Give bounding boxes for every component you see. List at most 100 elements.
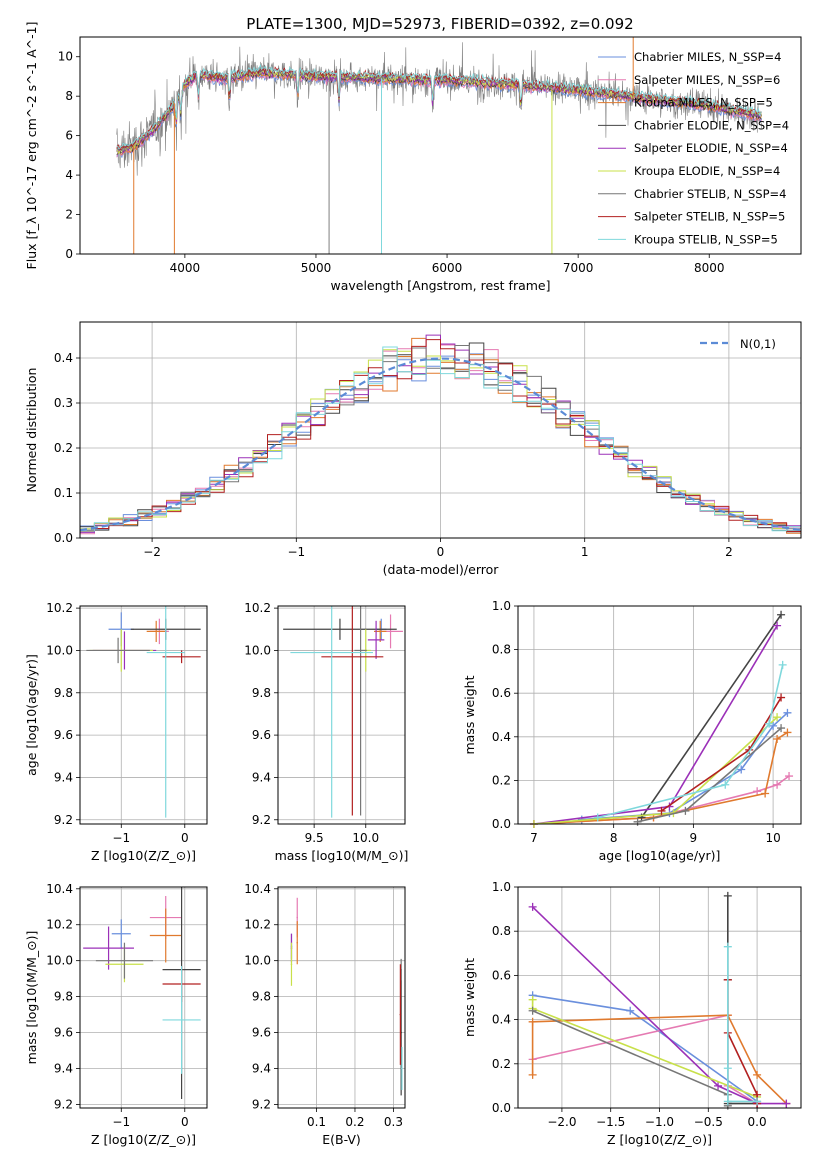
axes-frame (79, 36, 802, 255)
y-tick-label: 1.0 (492, 599, 511, 613)
y-tick-label: 9.2 (54, 1097, 73, 1111)
y-tick-label: 10.4 (244, 882, 271, 896)
axes-frame (79, 321, 802, 539)
x-tick-label: 4000 (170, 261, 201, 275)
y-axis-label: mass weight (462, 958, 477, 1037)
weight-line-kroupa-stelib (726, 946, 758, 1103)
y-tick-label: 0.4 (54, 351, 73, 365)
y-axis-label: mass [log10(M/M_⊙)] (24, 931, 39, 1065)
panel-age_vs_mass: 9.5 10.0 9.2 9.4 9.6 9.8 10.0 10.2 mass [log10(M… (244, 601, 408, 863)
y-tick-label: 0.6 (492, 686, 511, 700)
y-tick-label: 9.8 (252, 990, 271, 1004)
panel-mass_vs_ebv: 0.1 0.2 0.3 9.2 9.4 9.6 9.8 10.0 10.2 10.4 E(B-V) (244, 882, 406, 1147)
x-axis-label: E(B-V) (322, 1132, 361, 1147)
panel-spectrum: 4000 5000 6000 7000 8000 0 2 4 6 8 10 wavelength [A… (24, 22, 802, 293)
y-tick-label: 0.2 (492, 1057, 511, 1071)
y-tick-label: 0.0 (492, 1101, 511, 1115)
weight-point-marker (783, 708, 792, 717)
weight-point-marker (785, 772, 794, 781)
x-tick-label: 9.5 (305, 831, 324, 845)
y-tick-label: 9.2 (252, 813, 271, 827)
y-tick-label: 9.4 (54, 1061, 73, 1075)
weight-point-marker (593, 813, 602, 822)
x-tick-label: 8000 (694, 261, 725, 275)
y-tick-label: 0.2 (54, 441, 73, 455)
y-tick-label: 9.8 (252, 686, 271, 700)
weight-point-marker (773, 621, 782, 630)
y-tick-label: 2 (65, 208, 73, 222)
x-tick-label: 0.0 (748, 1115, 767, 1129)
x-tick-label: 2 (725, 545, 733, 559)
weight-point-marker (723, 1064, 732, 1073)
plot-area (278, 887, 405, 1108)
weight-point-marker (753, 1070, 762, 1079)
weight-point-marker (528, 1017, 537, 1026)
panel-massweight_vs_Z: −2.0 −1.5 −1.0 −0.5 0.0 0.0 0.2 0.4 0.6 0.8 1.0 Z [… (462, 880, 802, 1147)
weight-point-marker (773, 780, 782, 789)
y-tick-label: 9.6 (54, 1026, 73, 1040)
y-axis-label: age [log10(age/yr)] (24, 654, 39, 776)
axes-frame (79, 886, 208, 1109)
y-tick-label: 0.8 (492, 924, 511, 938)
y-tick-label: 0.4 (492, 1013, 511, 1027)
weight-point-marker (753, 1097, 762, 1106)
weight-line-kroupa-stelib (597, 664, 784, 819)
y-tick-label: 9.2 (54, 813, 73, 827)
normal-reference-curve (80, 357, 801, 532)
y-tick-label: 0.0 (54, 531, 73, 545)
panel-mass_vs_Z: −1 0 9.2 9.4 9.6 9.8 10.0 10.2 10.4 Z [log10(Z/Z_… (24, 882, 208, 1147)
figure-title: PLATE=1300, MJD=52973, FIBERID=0392, z=0… (246, 15, 633, 33)
axes-frame (277, 886, 406, 1109)
weight-point-marker (777, 610, 786, 619)
y-tick-label: 0.4 (492, 730, 511, 744)
x-tick-label: 7 (530, 831, 538, 845)
weight-point-marker (721, 780, 730, 789)
weight-point-marker (777, 724, 786, 733)
x-tick-label: 8 (610, 831, 618, 845)
y-tick-label: 10.2 (46, 601, 73, 615)
legend-label: Chabrier STELIB, N_SSP=4 (634, 187, 786, 201)
x-tick-label: 9 (690, 831, 698, 845)
y-tick-label: 6 (65, 129, 73, 143)
weight-point-marker (761, 789, 770, 798)
y-axis-label: mass weight (462, 675, 477, 754)
weight-point-marker (782, 1099, 791, 1108)
weight-point-marker (528, 1006, 537, 1015)
residual-histogram-kroupa-stelib (80, 346, 801, 532)
axes-frame (277, 605, 406, 825)
weight-point-marker (657, 806, 666, 815)
panel-massweight_vs_age: 7 8 9 10 0.0 0.2 0.4 0.6 0.8 1.0 age [log10(age/yr… (462, 599, 802, 863)
legend-label: Salpeter ELODIE, N_SSP=4 (634, 141, 788, 155)
weight-line-salpeter-elodie (532, 906, 787, 1105)
legend-label: Chabrier MILES, N_SSP=4 (634, 50, 781, 64)
x-axis-label: Z [log10(Z/Z_⊙)] (91, 848, 196, 863)
y-tick-label: 9.4 (252, 1061, 271, 1075)
x-tick-label: 0 (181, 831, 189, 845)
weight-point-marker (773, 734, 782, 743)
weight-point-marker (753, 787, 762, 796)
legend-label: Kroupa MILES, N_SSP=5 (634, 96, 773, 110)
legend-label: Salpeter STELIB, N_SSP=5 (634, 210, 785, 224)
weight-point-marker (714, 1081, 723, 1090)
x-tick-label: 0.2 (345, 1115, 364, 1129)
weight-point-marker (723, 891, 732, 900)
x-axis-label: wavelength [Angstrom, rest frame] (330, 278, 550, 293)
y-tick-label: 9.8 (54, 686, 73, 700)
x-tick-label: −1 (287, 545, 305, 559)
weight-point-marker (773, 713, 782, 722)
x-tick-label: 0.3 (384, 1115, 403, 1129)
panel-age_vs_Z: −1 0 9.2 9.4 9.6 9.8 10.0 10.2 Z [log10(Z/Z_⊙)] a… (24, 601, 208, 863)
y-tick-label: 9.6 (54, 728, 73, 742)
y-tick-label: 9.4 (54, 770, 73, 784)
x-tick-label: 10 (765, 831, 780, 845)
y-tick-label: 9.4 (252, 770, 271, 784)
weight-point-marker (626, 1006, 635, 1015)
weight-point-marker (777, 693, 786, 702)
x-tick-label: 10.0 (352, 831, 379, 845)
y-tick-label: 10.2 (46, 918, 73, 932)
x-axis-label: age [log10(age/yr)] (599, 848, 721, 863)
y-tick-label: 10.0 (46, 643, 73, 657)
residual-histogram-salpeter-stelib (80, 339, 801, 532)
x-axis-label: Z [log10(Z/Z_⊙)] (607, 1132, 712, 1147)
